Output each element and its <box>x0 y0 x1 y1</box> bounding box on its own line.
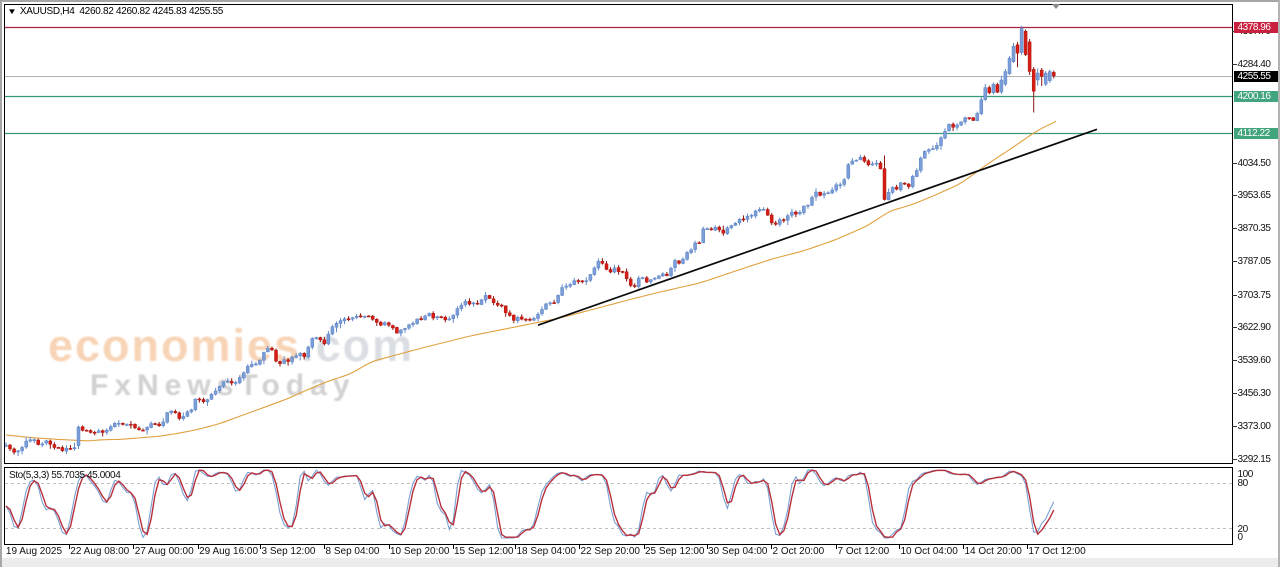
svg-text:economies.com: economies.com <box>48 320 414 371</box>
svg-text:FxNewsToday: FxNewsToday <box>90 369 356 402</box>
